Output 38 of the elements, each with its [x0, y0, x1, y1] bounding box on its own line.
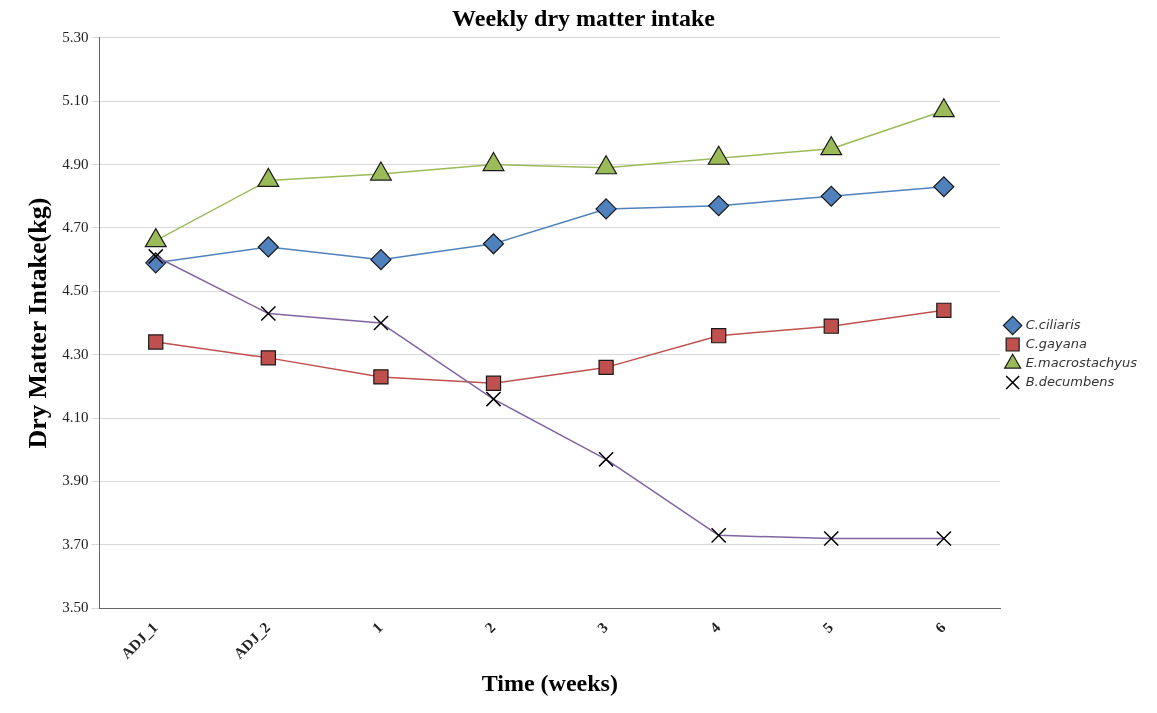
point	[482, 233, 505, 255]
x-axis-title: Time (weeks)	[481, 669, 618, 696]
x-tick-label: 5	[819, 619, 837, 636]
point	[711, 328, 727, 344]
point	[148, 334, 164, 350]
y-axis-title: Dry Matter Intake(kg)	[23, 197, 53, 449]
point	[598, 359, 614, 376]
y-tick-label: 4.30	[62, 345, 89, 362]
point	[936, 302, 952, 319]
point	[485, 375, 502, 391]
point	[370, 249, 392, 271]
point	[823, 318, 839, 334]
point	[820, 185, 842, 207]
y-tick-label: 5.30	[62, 28, 89, 45]
y-tick-label: 4.10	[62, 409, 89, 426]
legend-label: E.macrostachyus	[1025, 354, 1138, 370]
x-tick-label: 3	[594, 619, 611, 636]
y-tick-label: 5.10	[62, 92, 89, 109]
y-tick-label: 4.70	[62, 218, 89, 235]
point	[708, 195, 730, 217]
y-tick-label: 3.70	[62, 535, 89, 552]
y-tick-label: 4.50	[62, 282, 89, 299]
x-tick-label: 4	[706, 618, 724, 636]
point	[595, 198, 617, 220]
x-tick-label: 6	[932, 618, 950, 636]
legend-label: C.ciliaris	[1025, 316, 1081, 332]
y-tick-label: 4.90	[62, 155, 89, 172]
y-tick-label: 3.90	[62, 472, 89, 489]
x-tick-label: 2	[481, 619, 499, 636]
point	[260, 350, 276, 366]
legend-label: C.gayana	[1025, 335, 1087, 351]
point	[933, 176, 955, 198]
point	[373, 369, 389, 385]
chart-title: Weekly dry matter intake	[452, 4, 716, 31]
point	[257, 236, 279, 258]
legend-label: B.decumbens	[1025, 373, 1115, 389]
y-tick-label: 3.50	[62, 599, 89, 616]
x-tick-label: 1	[369, 619, 386, 636]
